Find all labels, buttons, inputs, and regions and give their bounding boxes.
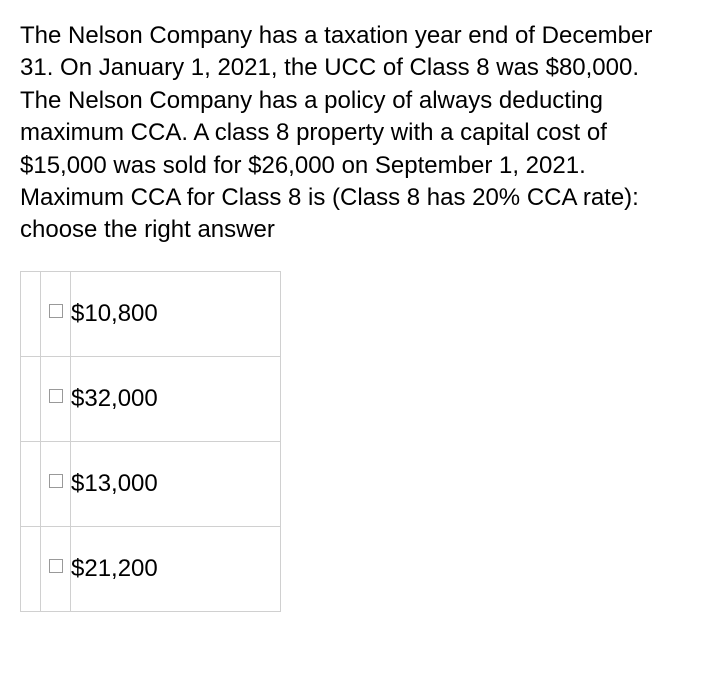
option-row[interactable]: $10,800 [21,271,281,356]
radio-icon[interactable] [49,389,63,403]
option-row[interactable]: $21,200 [21,526,281,611]
radio-icon[interactable] [49,474,63,488]
radio-cell[interactable] [41,441,71,526]
option-label: $21,200 [71,526,281,611]
option-label: $13,000 [71,441,281,526]
option-label: $10,800 [71,271,281,356]
radio-cell[interactable] [41,526,71,611]
option-row[interactable]: $13,000 [21,441,281,526]
spacer-cell [21,441,41,526]
answer-options-table: $10,800 $32,000 $13,000 $21,200 [20,271,281,612]
radio-icon[interactable] [49,304,63,318]
radio-cell[interactable] [41,271,71,356]
spacer-cell [21,526,41,611]
question-text: The Nelson Company has a taxation year e… [20,20,685,247]
spacer-cell [21,271,41,356]
radio-icon[interactable] [49,559,63,573]
spacer-cell [21,356,41,441]
option-label: $32,000 [71,356,281,441]
radio-cell[interactable] [41,356,71,441]
option-row[interactable]: $32,000 [21,356,281,441]
